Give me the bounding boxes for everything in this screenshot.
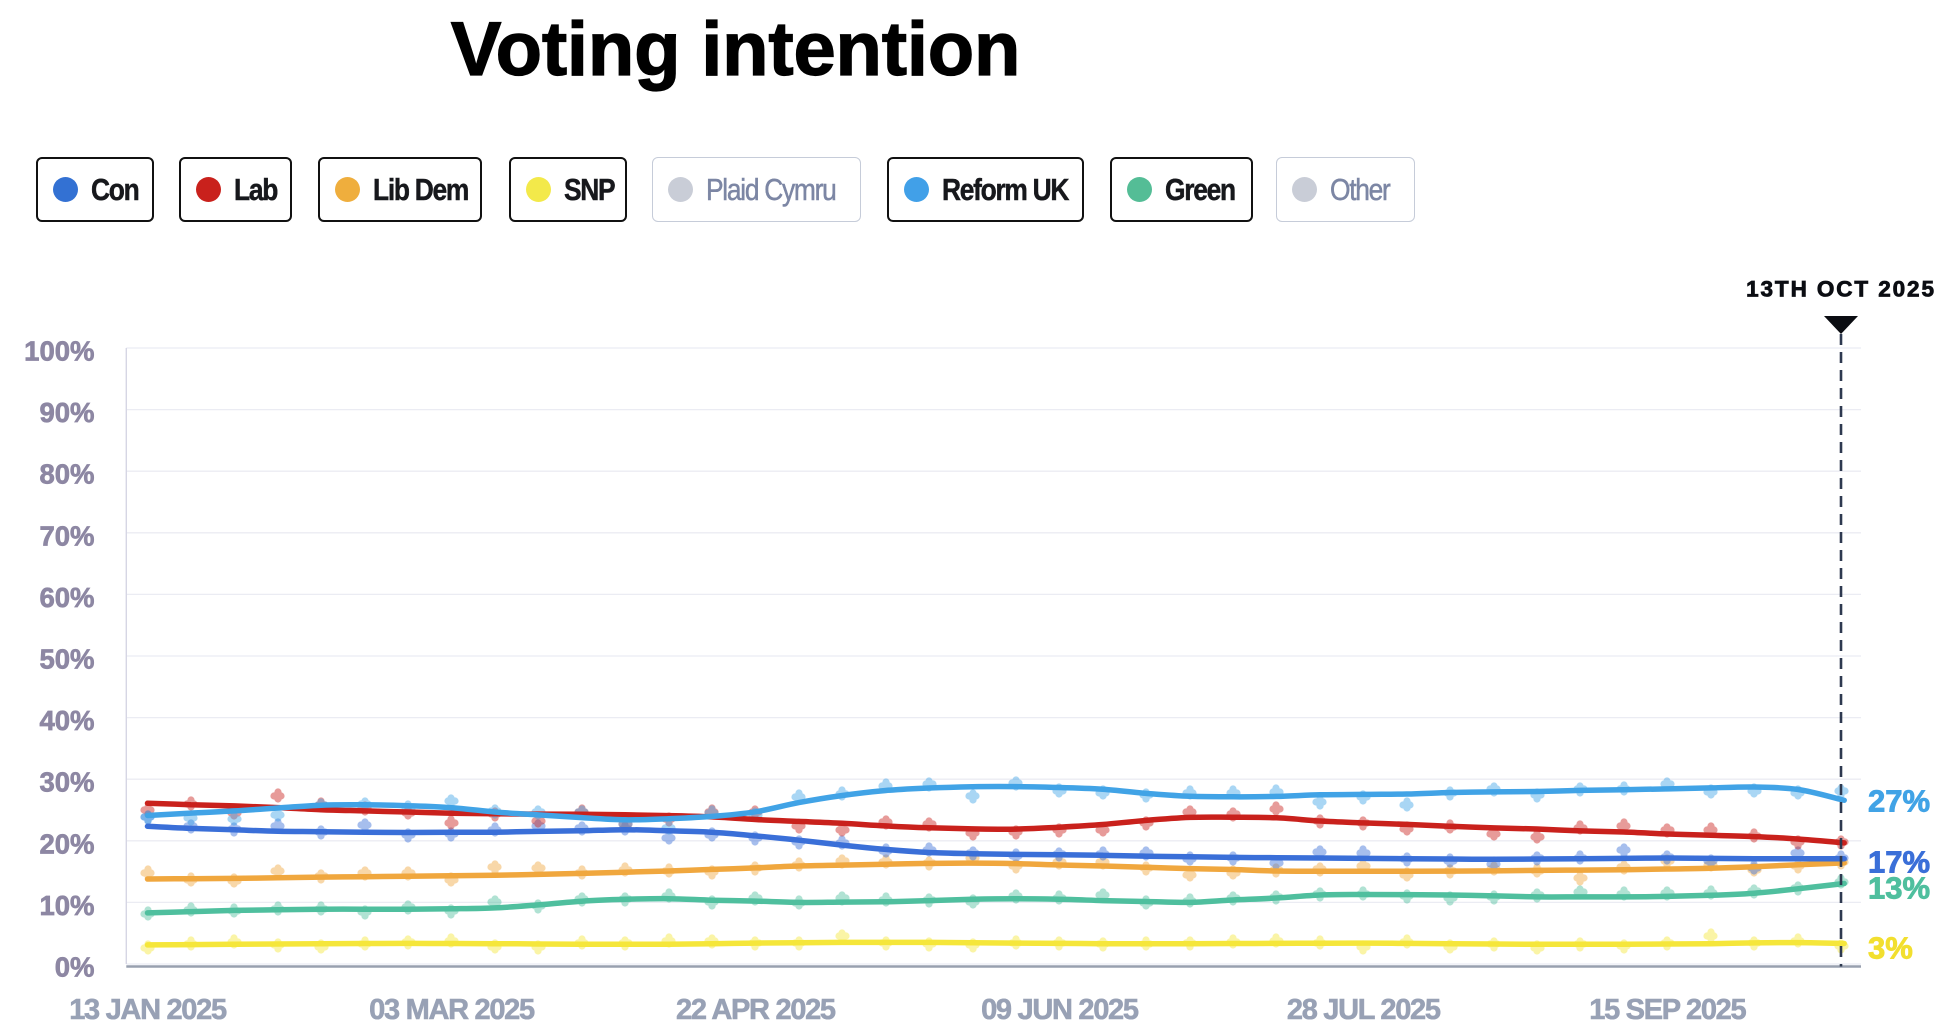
svg-text:70%: 70% [39,520,94,551]
svg-text:20%: 20% [39,828,94,859]
svg-text:3%: 3% [1868,931,1913,966]
svg-text:03 MAR 2025: 03 MAR 2025 [369,994,535,1026]
svg-text:40%: 40% [39,705,94,736]
svg-text:09 JUN 2025: 09 JUN 2025 [981,994,1139,1026]
svg-text:17%: 17% [1868,845,1930,880]
svg-text:13%: 13% [1868,871,1930,906]
svg-text:60%: 60% [39,582,94,613]
svg-text:22 APR 2025: 22 APR 2025 [676,994,836,1026]
svg-text:50%: 50% [39,644,94,675]
svg-text:90%: 90% [39,397,94,428]
svg-text:80%: 80% [39,459,94,490]
svg-text:15 SEP 2025: 15 SEP 2025 [1589,994,1746,1026]
svg-text:0%: 0% [55,952,95,983]
svg-text:100%: 100% [24,336,94,367]
svg-text:27%: 27% [1868,784,1930,819]
svg-text:30%: 30% [39,767,94,798]
svg-text:13TH OCT 2025: 13TH OCT 2025 [1746,277,1936,302]
svg-text:28 JUL 2025: 28 JUL 2025 [1287,994,1441,1026]
svg-text:13 JAN 2025: 13 JAN 2025 [69,994,227,1026]
svg-text:10%: 10% [39,890,94,921]
